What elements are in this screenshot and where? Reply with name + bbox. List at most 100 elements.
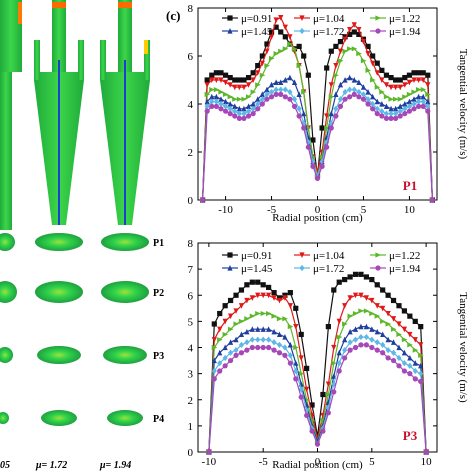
data-point bbox=[383, 115, 390, 121]
data-point bbox=[383, 110, 390, 117]
data-point bbox=[227, 82, 233, 88]
data-point bbox=[356, 79, 362, 85]
data-point bbox=[245, 108, 252, 115]
data-point bbox=[260, 326, 266, 332]
data-point bbox=[352, 292, 359, 299]
plane-label-p2: P2 bbox=[153, 288, 164, 299]
data-point bbox=[293, 324, 299, 330]
data-point bbox=[319, 158, 325, 165]
data-point bbox=[213, 77, 219, 83]
data-point bbox=[374, 347, 380, 353]
data-point bbox=[380, 350, 386, 356]
data-point bbox=[347, 74, 353, 81]
data-point bbox=[260, 336, 266, 343]
data-point bbox=[333, 63, 339, 69]
data-point bbox=[331, 287, 337, 293]
y-tick-label: 3 bbox=[188, 369, 194, 381]
data-point bbox=[416, 87, 422, 93]
data-point bbox=[412, 376, 418, 382]
data-point bbox=[396, 331, 402, 338]
data-point bbox=[244, 297, 250, 304]
data-point bbox=[380, 305, 386, 312]
data-point bbox=[328, 82, 334, 88]
data-point bbox=[244, 282, 250, 288]
data-point bbox=[268, 81, 275, 88]
data-point bbox=[249, 279, 255, 285]
data-point bbox=[374, 111, 380, 117]
data-point bbox=[347, 86, 353, 93]
data-point bbox=[356, 27, 362, 33]
data-point bbox=[241, 110, 247, 117]
data-point bbox=[209, 77, 215, 83]
data-point bbox=[222, 79, 229, 86]
data-point bbox=[268, 29, 275, 35]
data-point bbox=[337, 81, 344, 88]
data-point bbox=[250, 70, 256, 76]
legend-label: μ=1.04 bbox=[313, 13, 345, 25]
data-point bbox=[385, 292, 391, 298]
data-point bbox=[266, 284, 272, 291]
data-point bbox=[369, 344, 375, 351]
data-point bbox=[325, 381, 331, 388]
data-point bbox=[333, 43, 339, 49]
data-point bbox=[233, 336, 239, 343]
plane-label-p3: P3 bbox=[153, 351, 164, 362]
data-point bbox=[209, 72, 215, 78]
data-point bbox=[301, 120, 307, 127]
data-point bbox=[255, 63, 261, 69]
plane-label: P3 bbox=[403, 428, 418, 443]
y-tick-label: 1 bbox=[188, 421, 194, 433]
data-point bbox=[287, 88, 293, 96]
data-point bbox=[383, 72, 390, 78]
data-point bbox=[206, 449, 212, 455]
data-point bbox=[314, 175, 321, 181]
data-point bbox=[358, 333, 364, 341]
data-point bbox=[401, 360, 408, 367]
data-point bbox=[370, 60, 376, 67]
data-point bbox=[287, 360, 293, 366]
data-point bbox=[244, 328, 250, 335]
data-point bbox=[347, 27, 353, 33]
data-point bbox=[305, 72, 311, 78]
data-point bbox=[351, 22, 357, 28]
data-point bbox=[425, 98, 431, 105]
data-point bbox=[244, 316, 250, 322]
data-point bbox=[276, 316, 283, 322]
data-point bbox=[287, 303, 293, 309]
data-point bbox=[388, 105, 394, 112]
data-point bbox=[211, 367, 217, 375]
data-point bbox=[278, 29, 284, 35]
data-point bbox=[204, 98, 210, 105]
data-point bbox=[333, 91, 339, 97]
data-point bbox=[271, 328, 277, 335]
x-axis-label: Radial position (cm) bbox=[272, 459, 363, 471]
data-point bbox=[227, 357, 234, 364]
data-point bbox=[325, 324, 331, 330]
data-point bbox=[222, 108, 229, 114]
data-point bbox=[337, 48, 344, 55]
data-point bbox=[209, 98, 215, 105]
data-point bbox=[379, 89, 385, 95]
legend-label: μ=1.72 bbox=[313, 26, 344, 38]
plane-label-p1: P1 bbox=[153, 238, 164, 249]
data-point bbox=[211, 357, 217, 364]
data-point bbox=[320, 418, 326, 424]
mu-label-middle: μ= 1.72 bbox=[35, 460, 67, 471]
data-point bbox=[232, 77, 238, 83]
data-point bbox=[314, 441, 321, 447]
data-point bbox=[374, 313, 381, 319]
data-point bbox=[385, 336, 391, 343]
data-point bbox=[356, 94, 362, 100]
y-axis-label: Tangential velocity (m/s) bbox=[457, 292, 469, 403]
data-point bbox=[227, 75, 233, 81]
data-point bbox=[287, 96, 293, 102]
y-tick-label: 0 bbox=[188, 447, 194, 459]
y-tick-label: 5 bbox=[188, 316, 194, 328]
data-point bbox=[390, 316, 397, 322]
data-point bbox=[255, 344, 261, 351]
data-point bbox=[293, 305, 299, 311]
data-point bbox=[328, 48, 334, 54]
data-point bbox=[233, 292, 239, 298]
data-point bbox=[397, 113, 403, 119]
data-point bbox=[406, 98, 413, 105]
